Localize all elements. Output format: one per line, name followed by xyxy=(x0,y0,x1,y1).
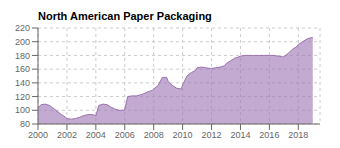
svg-text:120: 120 xyxy=(15,92,30,102)
svg-text:2006: 2006 xyxy=(115,130,135,140)
svg-text:2010: 2010 xyxy=(173,130,193,140)
svg-text:140: 140 xyxy=(15,78,30,88)
svg-text:2012: 2012 xyxy=(202,130,222,140)
svg-text:80: 80 xyxy=(20,119,30,129)
svg-text:200: 200 xyxy=(15,37,30,47)
svg-text:2008: 2008 xyxy=(144,130,164,140)
html-text:North American Paper Packaging: North American Paper Packaging xyxy=(38,10,212,22)
svg-text:220: 220 xyxy=(15,24,30,33)
svg-text:2004: 2004 xyxy=(86,130,106,140)
svg-text:2014: 2014 xyxy=(230,130,250,140)
svg-text:2016: 2016 xyxy=(259,130,279,140)
svg-text:2002: 2002 xyxy=(57,130,77,140)
svg-text:160: 160 xyxy=(15,64,30,74)
svg-text:180: 180 xyxy=(15,51,30,61)
svg-text:2000: 2000 xyxy=(28,130,48,140)
svg-text:2018: 2018 xyxy=(288,130,308,140)
svg-text:100: 100 xyxy=(15,105,30,115)
